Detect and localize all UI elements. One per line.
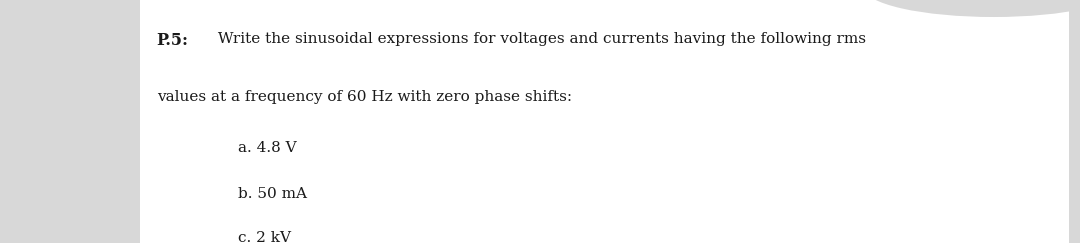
Bar xyxy=(140,0,1069,243)
Text: c. 2 kV: c. 2 kV xyxy=(238,231,291,243)
Text: b. 50 mA: b. 50 mA xyxy=(238,187,307,201)
Text: values at a frequency of 60 Hz with zero phase shifts:: values at a frequency of 60 Hz with zero… xyxy=(157,90,571,104)
Text: a. 4.8 V: a. 4.8 V xyxy=(238,141,296,155)
Circle shape xyxy=(864,0,1080,17)
Text: Write the sinusoidal expressions for voltages and currents having the following : Write the sinusoidal expressions for vol… xyxy=(213,32,866,46)
Text: P.5:: P.5: xyxy=(157,32,189,49)
